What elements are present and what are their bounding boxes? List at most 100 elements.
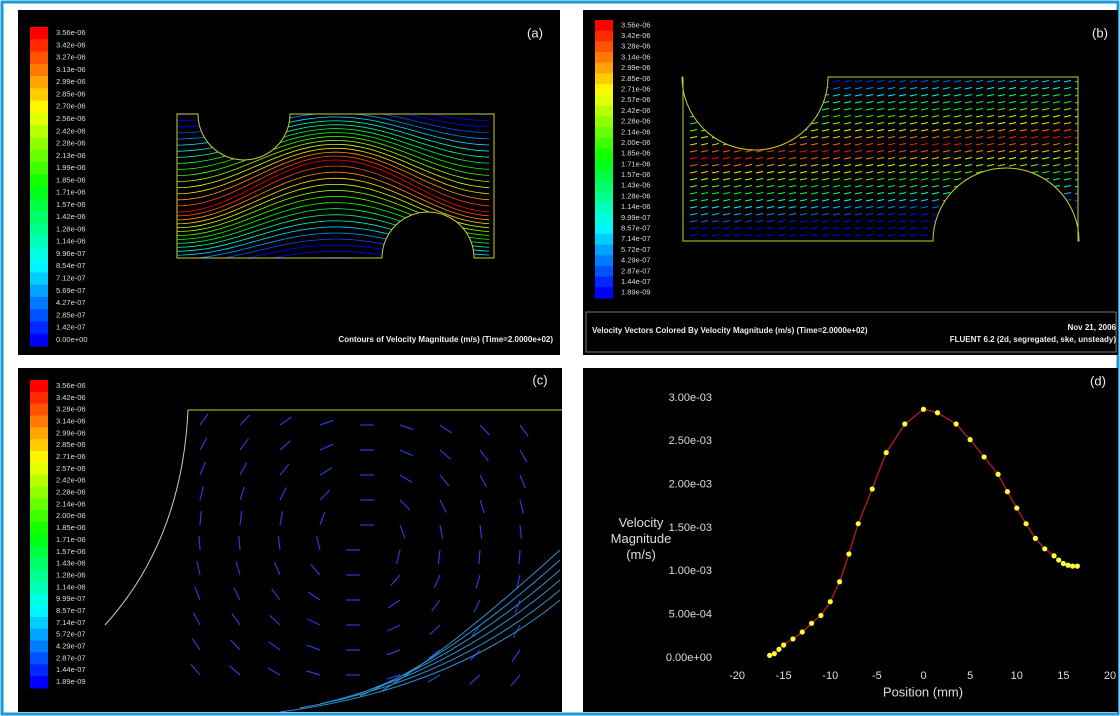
vector (744, 164, 753, 167)
contour-line (177, 155, 490, 207)
vector (711, 150, 720, 153)
vector (865, 234, 874, 237)
vector (975, 129, 984, 132)
vector (1041, 122, 1050, 125)
vector (865, 164, 874, 167)
vector (821, 122, 830, 125)
vector (766, 157, 775, 160)
vector (279, 487, 287, 501)
colorbar-label: 2.57e-06 (56, 464, 86, 473)
colorbar-swatch (595, 52, 613, 64)
panel-label: (c) (532, 372, 547, 387)
vector (722, 199, 731, 202)
vector (854, 164, 863, 167)
vector (279, 440, 291, 451)
vector (821, 227, 830, 230)
vector (689, 227, 698, 230)
vector (876, 115, 885, 118)
colorbar-label: 1.89e-09 (621, 288, 651, 297)
vector (191, 638, 201, 651)
x-tick-label: 20 (1104, 670, 1116, 682)
vector (689, 178, 698, 181)
vector (865, 115, 874, 118)
vector (843, 192, 852, 195)
vector (821, 213, 830, 216)
data-point (1042, 546, 1048, 552)
vector (865, 157, 874, 160)
vector (788, 192, 797, 195)
colorbar-swatch (30, 380, 48, 393)
vector (898, 206, 907, 209)
solver: FLUENT 6.2 (2d, segregated, ske, unstead… (950, 335, 1117, 344)
vector (909, 185, 918, 188)
vector (931, 80, 940, 83)
vector (799, 171, 808, 174)
vector (887, 115, 896, 118)
data-point (790, 636, 796, 642)
vector (711, 220, 720, 223)
vector (711, 164, 720, 167)
vector (854, 171, 863, 174)
streak (359, 559, 561, 697)
vector (689, 143, 698, 146)
vector (722, 157, 731, 160)
vector (766, 164, 775, 167)
x-axis-title: Position (mm) (883, 684, 963, 699)
vector (1030, 157, 1039, 160)
vector (399, 449, 414, 457)
data-point (995, 471, 1001, 477)
colorbar-label: 8.54e-07 (56, 261, 86, 270)
vector (854, 192, 863, 195)
colorbar-label: 2.87e-07 (621, 266, 651, 275)
vector (733, 185, 742, 188)
vector (399, 499, 411, 511)
vector (865, 87, 874, 90)
vector (909, 213, 918, 216)
vector (964, 129, 973, 132)
vector (876, 185, 885, 188)
vector (898, 87, 907, 90)
vector (1041, 87, 1050, 90)
colorbar-label: 3.14e-06 (56, 416, 86, 425)
colorbar-label: 1.43e-06 (621, 181, 651, 190)
vector (909, 206, 918, 209)
vector (942, 192, 951, 195)
y-axis-title: Velocity Magnitude (m/s) (610, 515, 672, 562)
colorbar-swatch (595, 137, 613, 149)
x-tick-label: -5 (872, 670, 882, 682)
colorbar-swatch (595, 94, 613, 107)
vector (479, 524, 483, 539)
colorbar-swatch (30, 474, 48, 488)
x-tick-label: 10 (1011, 670, 1023, 682)
vector (920, 129, 929, 132)
vector (733, 199, 742, 202)
colorbar-label: 2.28e-06 (56, 488, 86, 497)
colorbar-label: 1.14e-06 (56, 582, 86, 591)
vector (711, 157, 720, 160)
vector (964, 101, 973, 104)
vector (876, 199, 885, 202)
colorbar-label: 1.44e-07 (56, 665, 86, 674)
vector (821, 178, 830, 181)
vector (810, 136, 819, 139)
vector (755, 234, 764, 237)
vector (755, 157, 764, 160)
vector (876, 192, 885, 195)
vector (953, 87, 962, 90)
colorbar-swatch (30, 522, 48, 535)
vector (887, 150, 896, 153)
vector (1030, 108, 1039, 111)
vector (843, 101, 852, 104)
vector (865, 108, 874, 111)
vector (511, 649, 521, 662)
vector (755, 185, 764, 188)
vector (865, 199, 874, 202)
vector (755, 178, 764, 181)
vector (1008, 129, 1017, 132)
vector (898, 136, 907, 139)
vector (319, 443, 334, 451)
vector (964, 171, 973, 174)
vector (942, 94, 951, 97)
vector (1063, 136, 1072, 139)
